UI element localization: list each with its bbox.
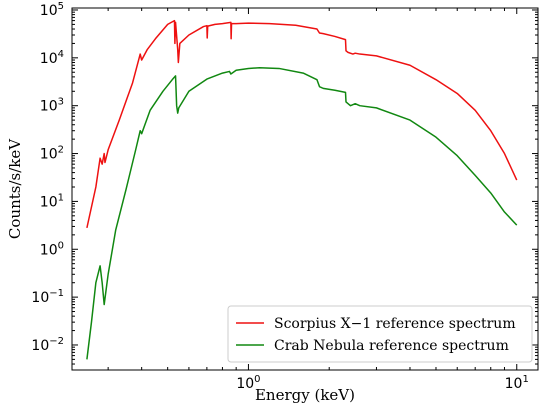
series-line-crab (86, 67, 518, 360)
y-tick-label: 100 (40, 240, 64, 258)
x-tick-label: 101 (505, 374, 529, 392)
axis-ticks (72, 8, 538, 371)
axis-tick-labels: 100 101 10−2 10−1 100 101 102 103 104 105 (31, 1, 528, 392)
series-lines (86, 19, 518, 360)
series-line-scorpius (86, 19, 518, 229)
y-tick-label: 105 (40, 1, 64, 19)
plot-frame (71, 7, 539, 371)
legend-label-scorpius: Scorpius X−1 reference spectrum (274, 316, 516, 332)
y-tick-label: 103 (40, 97, 64, 115)
y-tick-label: 104 (40, 49, 64, 67)
y-tick-label: 101 (40, 192, 64, 210)
y-tick-label: 102 (40, 145, 64, 163)
legend-box (227, 305, 533, 363)
y-tick-label: 10−2 (31, 336, 64, 354)
legend-label-crab: Crab Nebula reference spectrum (274, 338, 509, 354)
y-axis-label: Counts/s/keV (6, 138, 24, 239)
legend: Scorpius X−1 reference spectrum Crab Neb… (227, 305, 533, 363)
y-tick-label: 10−1 (31, 288, 64, 306)
x-tick-label: 100 (236, 374, 260, 392)
x-axis-label: Energy (keV) (255, 386, 355, 404)
